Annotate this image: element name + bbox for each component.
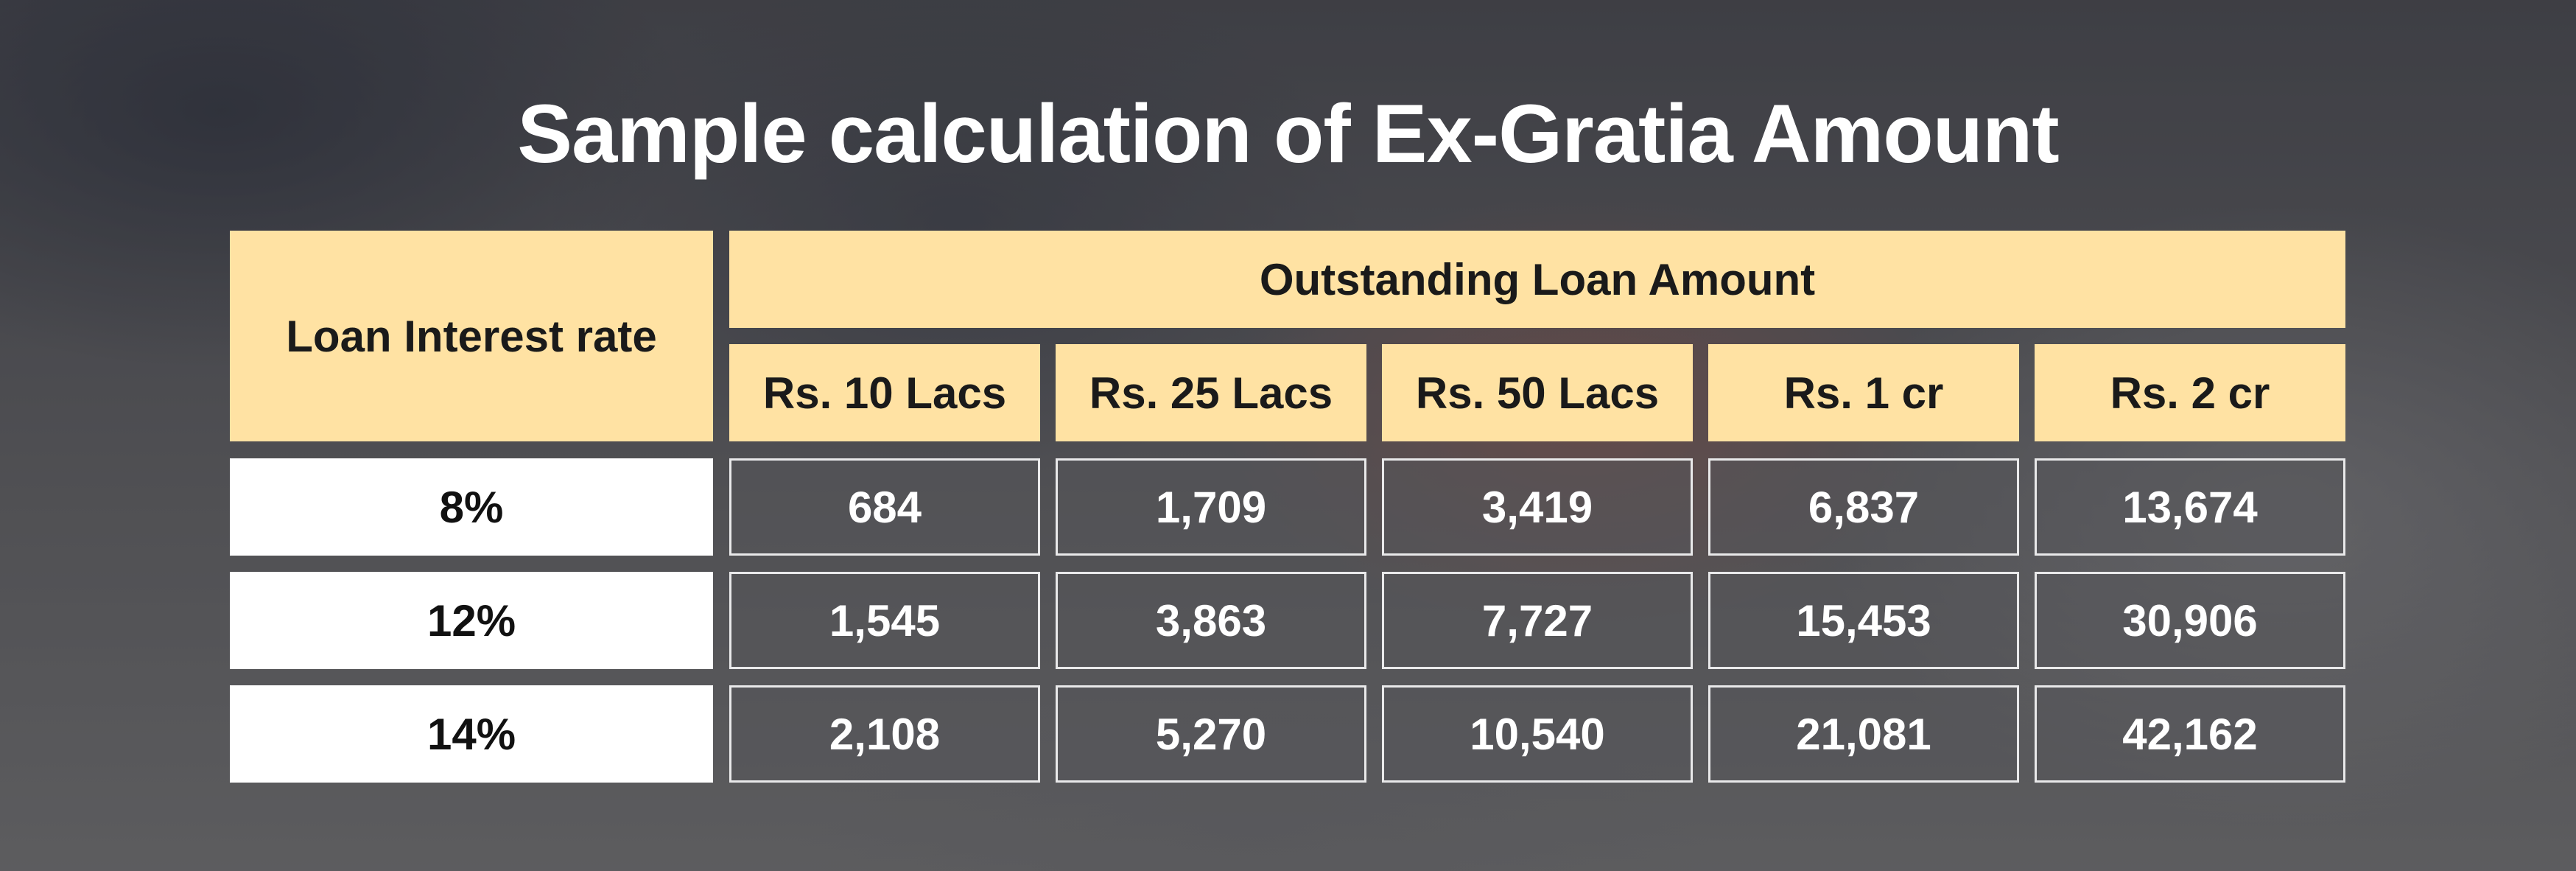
value-cell: 30,906 bbox=[2035, 572, 2345, 669]
value-cell: 42,162 bbox=[2035, 685, 2345, 783]
group-header-cell: Outstanding Loan Amount bbox=[729, 231, 2345, 328]
page-title: Sample calculation of Ex-Gratia Amount bbox=[517, 88, 2059, 180]
value-cell: 10,540 bbox=[1382, 685, 1693, 783]
value-cell: 3,419 bbox=[1382, 458, 1693, 556]
column-header: Rs. 50 Lacs bbox=[1382, 344, 1693, 441]
row-header-cell: Loan Interest rate bbox=[230, 231, 713, 441]
value-cell: 13,674 bbox=[2035, 458, 2345, 556]
value-cell: 21,081 bbox=[1708, 685, 2019, 783]
column-header: Rs. 25 Lacs bbox=[1056, 344, 1366, 441]
rate-cell: 12% bbox=[230, 572, 713, 669]
column-header: Rs. 10 Lacs bbox=[729, 344, 1040, 441]
rate-cell: 8% bbox=[230, 458, 713, 556]
value-cell: 6,837 bbox=[1708, 458, 2019, 556]
value-cell: 3,863 bbox=[1056, 572, 1366, 669]
value-cell: 2,108 bbox=[729, 685, 1040, 783]
column-header: Rs. 1 cr bbox=[1708, 344, 2019, 441]
value-cell: 7,727 bbox=[1382, 572, 1693, 669]
rate-cell: 14% bbox=[230, 685, 713, 783]
value-cell: 5,270 bbox=[1056, 685, 1366, 783]
value-cell: 1,545 bbox=[729, 572, 1040, 669]
column-header: Rs. 2 cr bbox=[2035, 344, 2345, 441]
value-cell: 15,453 bbox=[1708, 572, 2019, 669]
value-cell: 1,709 bbox=[1056, 458, 1366, 556]
value-cell: 684 bbox=[729, 458, 1040, 556]
